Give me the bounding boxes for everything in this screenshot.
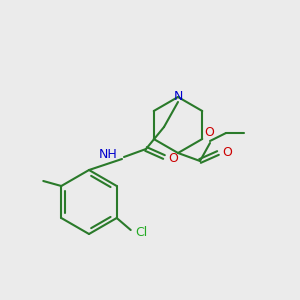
Text: N: N	[173, 91, 183, 103]
Text: O: O	[204, 126, 214, 139]
Text: NH: NH	[99, 148, 118, 161]
Text: O: O	[168, 152, 178, 166]
Text: Cl: Cl	[136, 226, 148, 238]
Text: O: O	[222, 146, 232, 160]
